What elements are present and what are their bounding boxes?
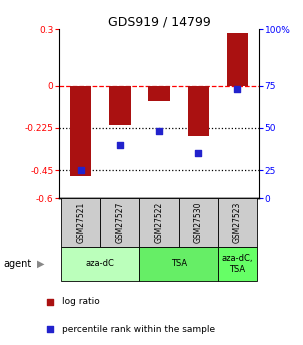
Bar	[70, 86, 92, 176]
Text: log ratio: log ratio	[62, 297, 100, 306]
Point	[208, 201, 213, 206]
Text: percentile rank within the sample: percentile rank within the sample	[62, 325, 215, 334]
Bar	[218, 247, 257, 281]
Bar	[139, 198, 179, 247]
Bar	[227, 33, 248, 86]
Title: GDS919 / 14799: GDS919 / 14799	[108, 15, 211, 28]
Text: GSM27522: GSM27522	[155, 202, 164, 243]
Point	[157, 129, 161, 134]
Bar	[100, 198, 139, 247]
Text: GSM27521: GSM27521	[76, 202, 85, 243]
Bar	[188, 86, 209, 136]
Point	[78, 167, 83, 173]
Bar	[61, 247, 139, 281]
Text: aza-dC: aza-dC	[86, 259, 115, 268]
Bar	[148, 86, 170, 101]
Bar	[139, 247, 218, 281]
Bar	[109, 86, 131, 125]
Text: GSM27530: GSM27530	[194, 202, 203, 243]
Bar	[218, 198, 257, 247]
Text: GSM27527: GSM27527	[115, 202, 124, 243]
Point	[235, 86, 240, 92]
Point	[118, 142, 122, 148]
Text: aza-dC,
TSA: aza-dC, TSA	[222, 254, 253, 274]
Text: agent: agent	[3, 259, 31, 269]
Text: TSA: TSA	[171, 259, 187, 268]
Text: ▶: ▶	[37, 259, 45, 269]
Point	[196, 150, 201, 156]
Text: GSM27523: GSM27523	[233, 202, 242, 243]
Bar	[61, 198, 100, 247]
Bar	[179, 198, 218, 247]
